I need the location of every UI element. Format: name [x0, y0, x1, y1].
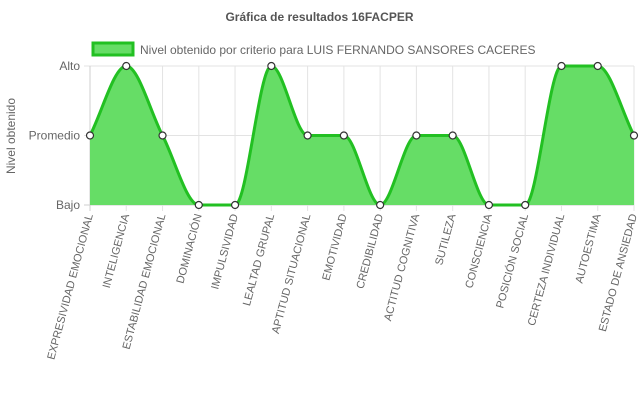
x-tick-label: CERTEZA INDIVIDUAL — [526, 213, 567, 328]
legend[interactable]: Nivel obtenido por criterio para LUIS FE… — [91, 41, 535, 57]
x-tick-label: ACTITUD COGNITIVA — [382, 212, 422, 322]
x-tick-label: CREDIBILIDAD — [355, 213, 387, 291]
data-point[interactable] — [85, 131, 95, 140]
data-point[interactable] — [521, 200, 530, 210]
x-tick-label: CONSCIENCIA — [463, 212, 495, 290]
area-layer — [88, 64, 636, 207]
x-tick-label: INTELIGENCIA — [101, 212, 133, 290]
legend-swatch — [91, 41, 135, 57]
x-tick-label: ESTABILIDAD EMOCIONAL — [121, 213, 169, 351]
x-tick-label: DOMINACIÓN — [174, 212, 205, 284]
y-tick-label: Bajo — [56, 198, 80, 212]
data-point[interactable] — [267, 61, 276, 71]
data-point[interactable] — [484, 200, 494, 210]
x-ticks: EXPRESIVIDAD EMOCIONAL INTELIGENCIAESTABI… — [45, 212, 639, 361]
series-area — [90, 66, 634, 205]
data-point[interactable] — [303, 131, 312, 140]
data-point[interactable] — [339, 131, 348, 140]
x-tick-label: EXPRESIVIDAD EMOCIONAL — [45, 213, 96, 361]
y-ticks: Bajo Promedio Alto — [29, 59, 81, 212]
data-point[interactable] — [376, 200, 385, 210]
x-tick-label: IMPULSIVIDAD — [209, 213, 241, 291]
x-tick-label: APTITUD SITUACIONAL — [270, 213, 314, 335]
data-point[interactable] — [412, 131, 421, 140]
y-tick-label: Alto — [59, 59, 80, 73]
data-point[interactable] — [158, 131, 167, 140]
data-point[interactable] — [448, 131, 457, 140]
x-tick-label: POSICIÓN SOCIAL — [493, 212, 531, 309]
legend-label: Nivel obtenido por criterio para LUIS FE… — [140, 43, 535, 57]
x-tick-label: EMOTIVIDAD — [320, 213, 349, 282]
x-tick-label: ESTADO DE ANSIEDAD — [597, 213, 639, 333]
series-line — [88, 64, 636, 207]
x-tick-label: LEALTAD GRUPAL — [241, 213, 277, 308]
points-layer — [85, 61, 639, 210]
chart-title: Gráfica de resultados 16FACPER — [225, 10, 413, 24]
data-point[interactable] — [593, 61, 602, 71]
data-point[interactable] — [194, 200, 203, 210]
x-tick-label: AUTOESTIMA — [574, 212, 604, 285]
data-point[interactable] — [230, 200, 240, 210]
data-point[interactable] — [122, 61, 131, 71]
data-point[interactable] — [557, 61, 566, 71]
y-axis-title: Nivel obtenido — [4, 98, 18, 174]
x-tick-label: SUTILEZA — [433, 212, 458, 267]
data-point[interactable] — [629, 131, 639, 140]
y-tick-label: Promedio — [29, 129, 81, 143]
